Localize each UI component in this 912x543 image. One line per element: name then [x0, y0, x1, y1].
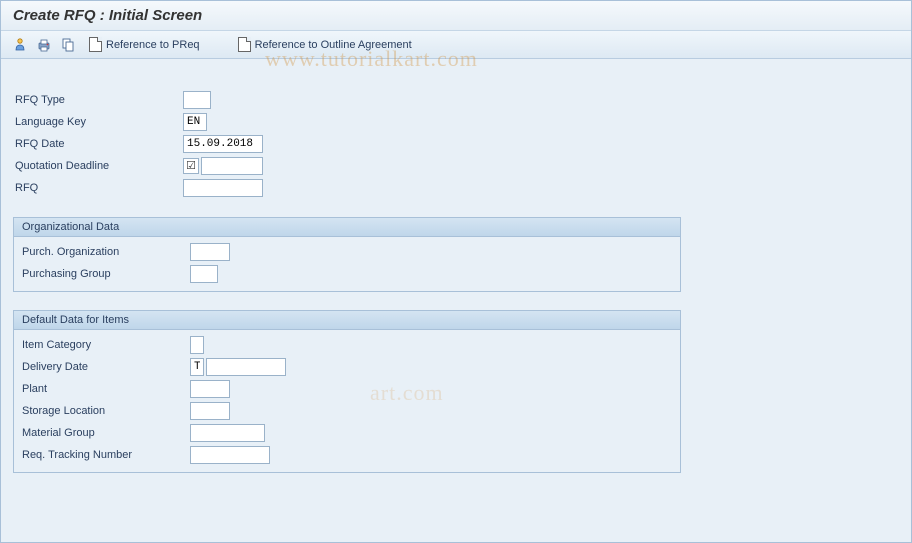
organizational-data-section: Organizational Data Purch. Organization … — [13, 217, 681, 292]
quotation-deadline-checkbox[interactable]: ☑ — [183, 158, 199, 174]
reference-to-outline-label: Reference to Outline Agreement — [255, 39, 412, 51]
item-category-input[interactable] — [190, 336, 204, 354]
material-group-input[interactable] — [190, 424, 265, 442]
reference-to-preq-label: Reference to PReq — [106, 39, 200, 51]
default-data-for-items-header: Default Data for Items — [14, 311, 680, 330]
delivery-date-category-input[interactable] — [190, 358, 204, 376]
quotation-deadline-label: Quotation Deadline — [13, 160, 183, 172]
delivery-date-input[interactable] — [206, 358, 286, 376]
document-icon — [238, 37, 251, 52]
default-data-for-items-section: Default Data for Items Item Category Del… — [13, 310, 681, 473]
rfq-label: RFQ — [13, 182, 183, 194]
plant-input[interactable] — [190, 380, 230, 398]
rfq-date-input[interactable] — [183, 135, 263, 153]
purch-organization-input[interactable] — [190, 243, 230, 261]
language-key-input[interactable] — [183, 113, 207, 131]
page-title: Create RFQ : Initial Screen — [13, 7, 899, 24]
rfq-type-label: RFQ Type — [13, 94, 183, 106]
page-header: Create RFQ : Initial Screen — [1, 1, 911, 31]
document-icon — [89, 37, 102, 52]
copy-icon[interactable] — [59, 36, 77, 54]
purchasing-group-input[interactable] — [190, 265, 218, 283]
material-group-label: Material Group — [20, 427, 190, 439]
storage-location-label: Storage Location — [20, 405, 190, 417]
req-tracking-number-label: Req. Tracking Number — [20, 449, 190, 461]
rfq-date-label: RFQ Date — [13, 138, 183, 150]
req-tracking-number-input[interactable] — [190, 446, 270, 464]
rfq-input[interactable] — [183, 179, 263, 197]
print-icon[interactable] — [35, 36, 53, 54]
language-key-label: Language Key — [13, 116, 183, 128]
organizational-data-header: Organizational Data — [14, 218, 680, 237]
storage-location-input[interactable] — [190, 402, 230, 420]
delivery-date-label: Delivery Date — [20, 361, 190, 373]
quotation-deadline-input[interactable] — [201, 157, 263, 175]
reference-to-preq-button[interactable]: Reference to PReq — [83, 35, 206, 54]
toolbar: Reference to PReq Reference to Outline A… — [1, 31, 911, 59]
rfq-type-input[interactable] — [183, 91, 211, 109]
purch-organization-label: Purch. Organization — [20, 246, 190, 258]
plant-label: Plant — [20, 383, 190, 395]
reference-to-outline-agreement-button[interactable]: Reference to Outline Agreement — [232, 35, 418, 54]
attributes-icon[interactable] — [11, 36, 29, 54]
top-form: RFQ Type Language Key RFQ Date Quotation… — [13, 89, 899, 199]
item-category-label: Item Category — [20, 339, 190, 351]
content-area: RFQ Type Language Key RFQ Date Quotation… — [1, 59, 911, 485]
purchasing-group-label: Purchasing Group — [20, 268, 190, 280]
